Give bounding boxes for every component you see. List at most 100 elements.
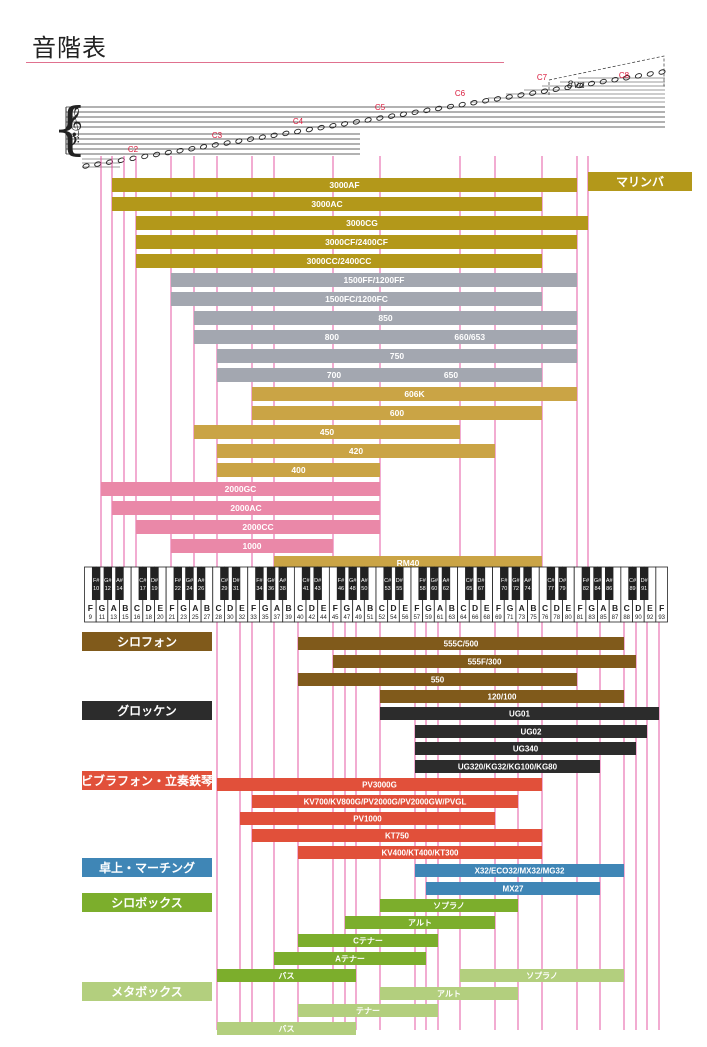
white-key-name: C	[297, 603, 303, 613]
black-key-number: 65	[466, 586, 472, 592]
range-bar-fill	[194, 330, 577, 344]
range-bar: UG02	[415, 725, 647, 738]
white-key-number: 15	[122, 615, 129, 621]
note-head	[552, 86, 560, 92]
white-key-number: 73	[518, 615, 525, 621]
black-key-name: D#	[396, 578, 404, 584]
range-bar-label: 400	[291, 465, 305, 475]
white-key-number: 9	[89, 615, 93, 621]
white-key-number: 37	[274, 615, 281, 621]
black-key-body	[581, 567, 591, 600]
category-label-box	[82, 893, 212, 912]
white-key-name: E	[321, 603, 327, 613]
white-key-number: 54	[390, 615, 397, 621]
range-bar: UG340	[415, 742, 636, 755]
black-key: G# 36	[266, 567, 276, 600]
note-head	[282, 130, 290, 137]
note-head	[223, 140, 231, 146]
white-key-body	[655, 566, 668, 623]
range-bar: 850	[194, 311, 577, 325]
range-bar-label: 555C/500	[444, 640, 479, 649]
range-bar-label: 1500FC/1200FC	[325, 294, 388, 304]
note-head	[305, 126, 313, 133]
range-bar-label: 1000	[243, 541, 262, 551]
white-key-number: 52	[378, 615, 385, 621]
note-head	[164, 149, 172, 156]
black-key: C# 53	[383, 567, 392, 600]
white-key-number: 42	[309, 615, 316, 621]
white-key-name: A	[192, 603, 198, 613]
black-key-body	[185, 567, 194, 600]
white-key-name: D	[554, 603, 560, 613]
black-key-number: 46	[338, 586, 344, 592]
black-key: F# 70	[500, 567, 509, 600]
black-key-body	[593, 567, 602, 600]
note-head	[540, 88, 548, 94]
black-key-number: 74	[525, 586, 531, 592]
white-key-number: 30	[227, 615, 234, 621]
range-bar-fill	[217, 368, 542, 382]
black-key: F# 82	[581, 567, 591, 600]
white-key-number: 35	[262, 615, 269, 621]
white-key-number: 81	[577, 615, 584, 621]
range-bar-label: 420	[349, 446, 363, 456]
range-bar-fill	[112, 178, 577, 192]
range-bar-label: アルト	[437, 990, 461, 999]
category-label-text: ビブラフォン・立奏鉄琴	[81, 773, 214, 788]
range-bar-fill	[252, 387, 577, 401]
range-bar: MX27	[426, 882, 600, 895]
black-key-body	[500, 567, 509, 600]
black-key-body	[639, 567, 649, 600]
note-head	[411, 109, 419, 115]
black-key: F# 10	[91, 567, 101, 600]
black-key: F# 46	[336, 567, 346, 600]
category-label: シロフォン	[82, 632, 212, 651]
category-label-text: シロフォン	[117, 635, 177, 649]
range-bar: バス	[217, 1022, 356, 1035]
note-head	[646, 71, 654, 77]
black-key-number: 38	[280, 586, 286, 592]
note-head	[599, 78, 607, 85]
black-key-name: F#	[501, 578, 508, 584]
white-key-name: F	[659, 603, 664, 613]
range-bar-label: 3000AF	[329, 180, 359, 190]
range-bar: Cテナー	[298, 934, 438, 947]
black-key-name: C#	[384, 578, 392, 584]
octave-mark: C3	[212, 131, 223, 140]
white-key-name: E	[239, 603, 245, 613]
note-head	[482, 98, 490, 104]
range-bar: 750	[217, 349, 577, 363]
range-bar: 120/100	[380, 690, 624, 703]
black-key-name: C#	[466, 578, 474, 584]
black-key: A# 14	[115, 567, 124, 600]
note-head	[200, 144, 208, 150]
white-key-name: B	[204, 603, 210, 613]
category-label-text: マリンバ	[616, 175, 664, 189]
black-key: C# 89	[628, 567, 637, 600]
black-key-name: G#	[512, 578, 520, 584]
black-key-body	[173, 567, 182, 600]
range-bar-label: 450	[320, 427, 334, 437]
range-bar-label: X32/ECO32/MX32/MG32	[475, 867, 565, 876]
piano-keyboard: F9G11A13B15C16D18E20F21G23A25B27C28D30E3…	[84, 566, 668, 623]
black-key-number: 67	[478, 586, 484, 592]
note-head	[364, 117, 372, 123]
note-head	[529, 90, 537, 96]
note-head	[258, 134, 266, 140]
white-key-name: E	[566, 603, 572, 613]
note-head	[587, 80, 596, 87]
range-bar-fill	[426, 882, 600, 895]
category-label: 卓上・マーチング	[82, 858, 212, 877]
range-bar: アルト	[380, 987, 518, 1000]
white-key-name: B	[367, 603, 373, 613]
black-key-number: 26	[198, 586, 204, 592]
black-key-number: 17	[140, 586, 146, 592]
category-label: ビブラフォン・立奏鉄琴	[81, 771, 214, 790]
black-key: A# 74	[523, 567, 532, 600]
white-key-name: A	[519, 603, 525, 613]
range-bar: バス	[217, 969, 356, 982]
white-key-number: 75	[530, 615, 537, 621]
range-bar-label: UG320/KG32/KG100/KG80	[458, 763, 558, 772]
note-head	[505, 94, 513, 100]
note-head	[317, 124, 325, 131]
